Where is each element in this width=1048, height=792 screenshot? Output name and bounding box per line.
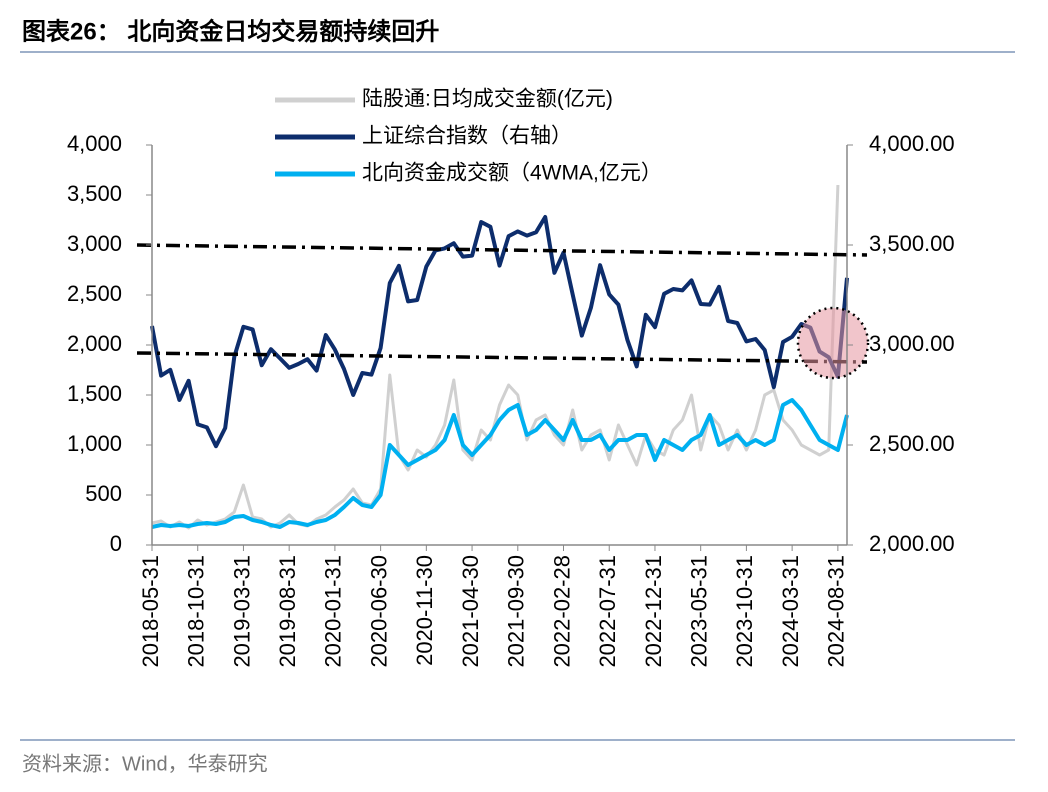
x-tick-label: 2023-10-31 <box>732 555 757 668</box>
x-tick-label: 2021-09-30 <box>504 555 529 668</box>
x-tick-label: 2019-08-31 <box>275 555 300 668</box>
chart-title: 图表26： 北向资金日均交易额持续回升 <box>22 17 439 45</box>
source: 资料来源：Wind，华泰研究 <box>22 752 268 775</box>
x-tick-label: 2020-01-31 <box>321 555 346 668</box>
legend-label: 北向资金成交额（4WMA,亿元） <box>362 162 662 185</box>
y-tick-label: 1,000 <box>67 431 122 456</box>
legend-label: 陆股通:日均成交金额(亿元) <box>362 88 613 111</box>
x-tick-label: 2018-10-31 <box>184 555 209 668</box>
y-tick-label: 2,000 <box>67 331 122 356</box>
x-tick-label: 2019-03-31 <box>229 555 254 668</box>
y-tick-label: 2,500 <box>67 281 122 306</box>
x-tick-label: 2020-11-30 <box>412 555 437 666</box>
x-tick-label: 2022-12-31 <box>641 555 666 668</box>
y-tick-label: 1,500 <box>67 381 122 406</box>
series-line <box>150 215 849 449</box>
y2-tick-label: 2,000.00 <box>869 531 955 556</box>
series-line <box>151 398 849 529</box>
y-tick-label: 4,000 <box>67 131 122 156</box>
y-tick-label: 500 <box>85 481 122 506</box>
x-tick-label: 2018-05-31 <box>138 555 163 668</box>
x-tick-label: 2024-08-31 <box>824 555 849 668</box>
y2-tick-label: 3,000.00 <box>869 331 955 356</box>
x-tick-label: 2020-06-30 <box>366 555 391 668</box>
x-tick-label: 2022-07-31 <box>595 555 620 668</box>
trend-line <box>136 243 868 257</box>
x-tick-label: 2023-05-31 <box>686 555 711 668</box>
legend-label: 上证综合指数（右轴） <box>362 125 572 148</box>
y2-tick-label: 2,500.00 <box>869 431 955 456</box>
y-tick-label: 3,000 <box>67 231 122 256</box>
y-tick-label: 3,500 <box>67 181 122 206</box>
x-tick-label: 2022-02-28 <box>549 555 574 668</box>
y2-tick-label: 3,500.00 <box>869 231 955 256</box>
x-tick-label: 2021-04-30 <box>458 555 483 668</box>
y-tick-label: 0 <box>110 531 122 556</box>
y2-tick-label: 4,000.00 <box>869 131 955 156</box>
highlight-circle <box>796 306 870 380</box>
x-tick-label: 2024-03-31 <box>778 555 803 668</box>
trend-line <box>136 351 868 364</box>
